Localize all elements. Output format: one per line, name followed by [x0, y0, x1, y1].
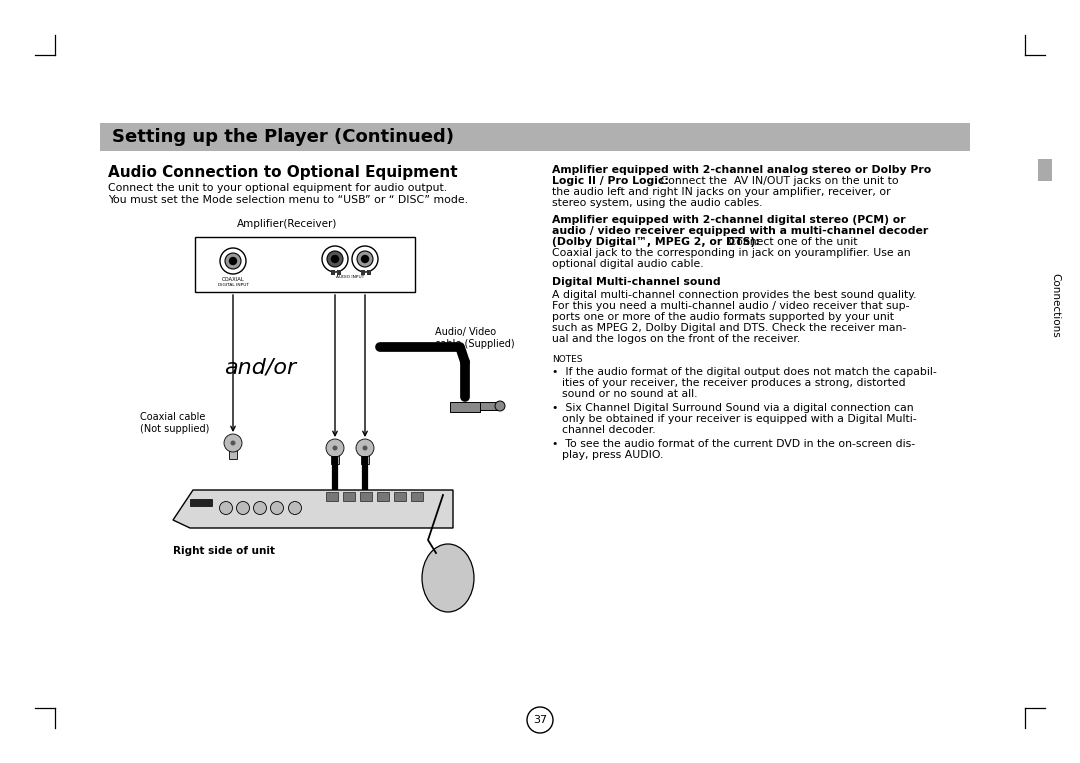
- Bar: [367, 270, 372, 275]
- Text: and/or: and/or: [224, 357, 296, 377]
- Text: •  Six Channel Digital Surround Sound via a digital connection can: • Six Channel Digital Surround Sound via…: [552, 403, 914, 413]
- Text: ities of your receiver, the receiver produces a strong, distorted: ities of your receiver, the receiver pro…: [562, 378, 906, 388]
- Circle shape: [362, 256, 368, 262]
- Text: sound or no sound at all.: sound or no sound at all.: [562, 389, 698, 399]
- Circle shape: [237, 501, 249, 514]
- Circle shape: [288, 501, 301, 514]
- Text: Connections: Connections: [1050, 272, 1059, 337]
- Text: AUDIO INPUT: AUDIO INPUT: [336, 275, 364, 279]
- Circle shape: [225, 253, 241, 269]
- Text: Logic II / Pro Logic:: Logic II / Pro Logic:: [552, 176, 669, 186]
- Text: Audio/ Video
cable (Supplied): Audio/ Video cable (Supplied): [435, 327, 515, 349]
- Text: Amplifier(Receiver): Amplifier(Receiver): [237, 219, 337, 229]
- Circle shape: [357, 251, 373, 267]
- Text: Right side of unit: Right side of unit: [173, 546, 275, 556]
- Circle shape: [230, 440, 235, 446]
- Ellipse shape: [422, 544, 474, 612]
- Text: only be obtained if your receiver is equipped with a Digital Multi-: only be obtained if your receiver is equ…: [562, 414, 917, 424]
- Bar: [100, 123, 970, 151]
- Polygon shape: [173, 490, 453, 528]
- Text: stereo system, using the audio cables.: stereo system, using the audio cables.: [552, 198, 762, 208]
- Text: optional digital audio cable.: optional digital audio cable.: [552, 259, 704, 269]
- Bar: [229, 443, 237, 459]
- Circle shape: [224, 434, 242, 452]
- Text: DIGITAL INPUT: DIGITAL INPUT: [217, 283, 248, 287]
- Text: •  To see the audio format of the current DVD in the on-screen dis-: • To see the audio format of the current…: [552, 439, 915, 449]
- Bar: [361, 270, 365, 275]
- Text: Setting up the Player (Continued): Setting up the Player (Continued): [112, 128, 454, 146]
- Text: audio / video receiver equipped with a multi-channel decoder: audio / video receiver equipped with a m…: [552, 226, 928, 236]
- Circle shape: [332, 256, 338, 262]
- Text: 37: 37: [532, 715, 548, 725]
- Circle shape: [220, 248, 246, 274]
- Bar: [450, 402, 480, 412]
- Bar: [330, 270, 335, 275]
- Text: NOTES: NOTES: [552, 355, 582, 364]
- Bar: [343, 492, 355, 501]
- Text: COAXIAL: COAXIAL: [221, 277, 244, 282]
- Circle shape: [327, 251, 343, 267]
- Bar: [394, 492, 406, 501]
- Bar: [480, 402, 498, 410]
- Text: Connect the unit to your optional equipment for audio output.: Connect the unit to your optional equipm…: [108, 183, 447, 193]
- Text: ports one or more of the audio formats supported by your unit: ports one or more of the audio formats s…: [552, 312, 894, 322]
- Text: ual and the logos on the front of the receiver.: ual and the logos on the front of the re…: [552, 334, 800, 344]
- Text: For this you need a multi-channel audio / video receiver that sup-: For this you need a multi-channel audio …: [552, 301, 909, 311]
- Bar: [377, 492, 389, 501]
- Text: A digital multi-channel connection provides the best sound quality.: A digital multi-channel connection provi…: [552, 290, 917, 300]
- Text: such as MPEG 2, Dolby Digital and DTS. Check the receiver man-: such as MPEG 2, Dolby Digital and DTS. C…: [552, 323, 906, 333]
- Circle shape: [229, 257, 237, 265]
- Circle shape: [219, 501, 232, 514]
- Bar: [330, 448, 339, 464]
- Circle shape: [352, 246, 378, 272]
- Text: Amplifier equipped with 2-channel digital stereo (PCM) or: Amplifier equipped with 2-channel digita…: [552, 215, 906, 225]
- Circle shape: [527, 707, 553, 733]
- Circle shape: [363, 446, 367, 450]
- Text: Audio Connection to Optional Equipment: Audio Connection to Optional Equipment: [108, 165, 458, 180]
- Text: Connect the  AV IN/OUT jacks on the unit to: Connect the AV IN/OUT jacks on the unit …: [657, 176, 899, 186]
- Bar: [195, 237, 415, 292]
- Text: Connect one of the unit: Connect one of the unit: [725, 237, 858, 247]
- Text: Amplifier equipped with 2-channel analog stereo or Dolby Pro: Amplifier equipped with 2-channel analog…: [552, 165, 931, 175]
- Circle shape: [270, 501, 283, 514]
- Bar: [190, 499, 212, 506]
- Circle shape: [326, 439, 345, 457]
- Circle shape: [356, 439, 374, 457]
- Circle shape: [322, 246, 348, 272]
- Bar: [337, 270, 341, 275]
- Text: play, press AUDIO.: play, press AUDIO.: [562, 450, 663, 460]
- Text: You must set the Mode selection menu to “USB” or “ DISC” mode.: You must set the Mode selection menu to …: [108, 195, 468, 205]
- Text: •  If the audio format of the digital output does not match the capabil-: • If the audio format of the digital out…: [552, 367, 936, 377]
- Text: Coaxial jack to the corresponding in jack on youramplifier. Use an: Coaxial jack to the corresponding in jac…: [552, 248, 910, 258]
- Text: channel decoder.: channel decoder.: [562, 425, 656, 435]
- Bar: [326, 492, 338, 501]
- Bar: [361, 448, 369, 464]
- Circle shape: [495, 401, 505, 411]
- Circle shape: [333, 446, 337, 450]
- Bar: [411, 492, 423, 501]
- Bar: [360, 492, 372, 501]
- Text: Digital Multi-channel sound: Digital Multi-channel sound: [552, 277, 720, 287]
- Text: the audio left and right IN jacks on your amplifier, receiver, or: the audio left and right IN jacks on you…: [552, 187, 891, 197]
- Text: Coaxial cable
(Not supplied): Coaxial cable (Not supplied): [140, 412, 210, 433]
- Circle shape: [254, 501, 267, 514]
- Text: (Dolby Digital™, MPEG 2, or DTS):: (Dolby Digital™, MPEG 2, or DTS):: [552, 237, 759, 247]
- Bar: [1038, 159, 1052, 181]
